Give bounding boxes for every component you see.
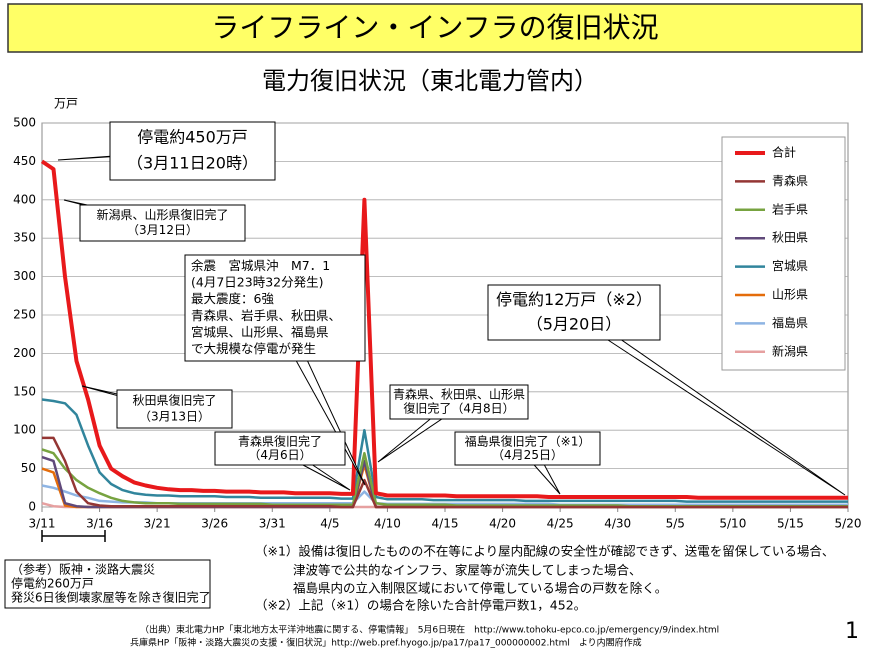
annotation-text: （4月6日） <box>248 448 311 462</box>
annotation-box <box>184 254 366 362</box>
annotation-text: 停電約12万戸（※2） <box>496 290 652 309</box>
series-line <box>42 436 848 509</box>
footnote: （※2）上記（※1）の場合を除いた合計停電戸数1，452。 <box>255 598 586 613</box>
annotation-text: 最大震度：6強 <box>191 291 274 306</box>
annotation: 秋田県復旧完了 （3月13日） <box>81 385 233 429</box>
annotation-text: 福島県復旧完了（※1） <box>465 433 591 448</box>
y-tick-label: 200 <box>13 346 36 360</box>
annotation-box <box>116 389 233 429</box>
annotation-box <box>454 431 601 466</box>
y-tick-label: 100 <box>13 423 36 437</box>
x-tick-label: 4/25 <box>547 517 574 531</box>
y-tick-label: 150 <box>13 384 36 398</box>
annotation-text: （5月20日） <box>527 314 622 333</box>
annotation-text: 青森県復旧完了 <box>238 433 322 448</box>
series-line <box>40 159 848 500</box>
annotation: 福島県復旧完了（※1）（4月25日） <box>454 431 601 495</box>
x-tick-label: 4/15 <box>432 517 459 531</box>
legend-label: 宮城県 <box>772 258 808 273</box>
annotation-box <box>79 204 246 242</box>
footnote: 津波等で公共的なインフラ、家屋等が流失してしまった場合、 <box>293 563 642 578</box>
series-line <box>41 398 848 503</box>
y-tick-label: 50 <box>21 461 36 475</box>
y-tick-label: 400 <box>13 192 36 206</box>
annotation-text: 停電約450万戸 <box>137 128 248 147</box>
annotation: 停電約12万戸（※2） （5月20日） <box>487 284 846 496</box>
annotation-text: （3月11日20時） <box>127 154 258 173</box>
annotation-text: 秋田県復旧完了 <box>132 393 216 408</box>
x-tick-label: 4/20 <box>489 517 516 531</box>
annotation: 新潟県、山形県復旧完了（3月12日） <box>63 199 246 242</box>
x-tick-label: 4/10 <box>374 517 401 531</box>
annotation-text: で大規模な停電が発生 <box>191 341 316 356</box>
x-tick-label: 5/20 <box>835 517 862 531</box>
annotation: 青森県、秋田県、山形県復旧完了（4月8日） <box>377 384 529 463</box>
annotation-text: 青森県、岩手県、秋田県、 <box>191 308 341 323</box>
x-tick-label: 5/15 <box>777 517 804 531</box>
x-tick-label: 3/16 <box>86 517 113 531</box>
legend-label: 岩手県 <box>772 201 808 216</box>
annotation-text: 宮城県、山形県、福島県 <box>191 325 329 340</box>
annotation-text: （4月25日） <box>492 448 563 462</box>
annotation-text: 余震 宮城県沖 M7．1 <box>191 258 330 273</box>
annotation: 停電約450万戸 （3月11日20時） <box>57 121 276 181</box>
x-tick-label: 3/21 <box>144 517 171 531</box>
x-tick-label: 5/5 <box>666 517 685 531</box>
annotation-text: 停電約260万戸 <box>11 576 94 591</box>
x-tick-label: 3/11 <box>29 517 56 531</box>
legend-label: 福島県 <box>772 315 808 330</box>
header-title: ライフライン・インフラの復旧状況 <box>211 11 658 44</box>
footnote: 福島県内の立入制限区域において停電している場合の戸数を除く。 <box>293 581 667 596</box>
source-note: 兵庫県HP「阪神・淡路大震災の支援・復旧状況」http://web.pref.h… <box>130 637 642 649</box>
annotation-text: 青森県、秋田県、山形県 <box>393 387 525 402</box>
x-tick-label: 4/5 <box>320 517 339 531</box>
y-tick-label: 0 <box>28 500 36 514</box>
annotation-text: （3月12日） <box>127 223 198 237</box>
y-axis-label: 万戸 <box>54 97 78 111</box>
page-number: 1 <box>845 619 859 644</box>
annotation-text: （3月13日） <box>139 410 210 424</box>
legend-label: 青森県 <box>772 173 808 188</box>
annotation-box <box>214 431 346 466</box>
header-box <box>7 3 863 53</box>
y-tick-label: 500 <box>13 116 36 130</box>
x-tick-label: 3/31 <box>259 517 286 531</box>
annotation-box <box>4 559 211 609</box>
annotation-box <box>389 384 529 420</box>
annotation-box <box>109 121 276 181</box>
y-tick-label: 350 <box>13 231 36 245</box>
annotation: 青森県復旧完了（4月6日） <box>214 431 351 491</box>
legend-box <box>721 136 846 371</box>
legend-label: 秋田県 <box>772 231 808 245</box>
annotation-text: (4月7日23時32分発生) <box>191 275 323 290</box>
annotation-text: 新潟県、山形県復旧完了 <box>96 207 228 222</box>
x-tick-label: 4/30 <box>604 517 631 531</box>
legend-label: 山形県 <box>772 288 808 302</box>
footnote: （※1）設備は復旧したものの不在等により屋内配線の安全性が確認できず、送電を留保… <box>255 544 834 559</box>
annotation-text: （参考）阪神・淡路大震災 <box>11 562 155 577</box>
reference-bracket <box>41 530 106 542</box>
x-tick-label: 5/10 <box>719 517 746 531</box>
legend-label: 合計 <box>772 145 796 160</box>
annotation-text: 復旧完了（4月8日） <box>403 401 514 416</box>
annotation-text: 発災6日後倒壊家屋等を除き復旧完了 <box>11 590 211 605</box>
annotation-box <box>487 284 661 341</box>
source-note: （出典）東北電力HP「東北地方太平洋沖地震に関する、停電情報」 5月6日現在 h… <box>140 624 719 636</box>
chart-title: 電力復旧状況（東北電力管内） <box>262 67 598 95</box>
y-tick-label: 300 <box>13 269 36 283</box>
legend-label: 新潟県 <box>772 343 808 358</box>
y-tick-label: 450 <box>13 154 36 168</box>
x-tick-label: 3/26 <box>201 517 228 531</box>
y-tick-label: 250 <box>13 308 36 322</box>
